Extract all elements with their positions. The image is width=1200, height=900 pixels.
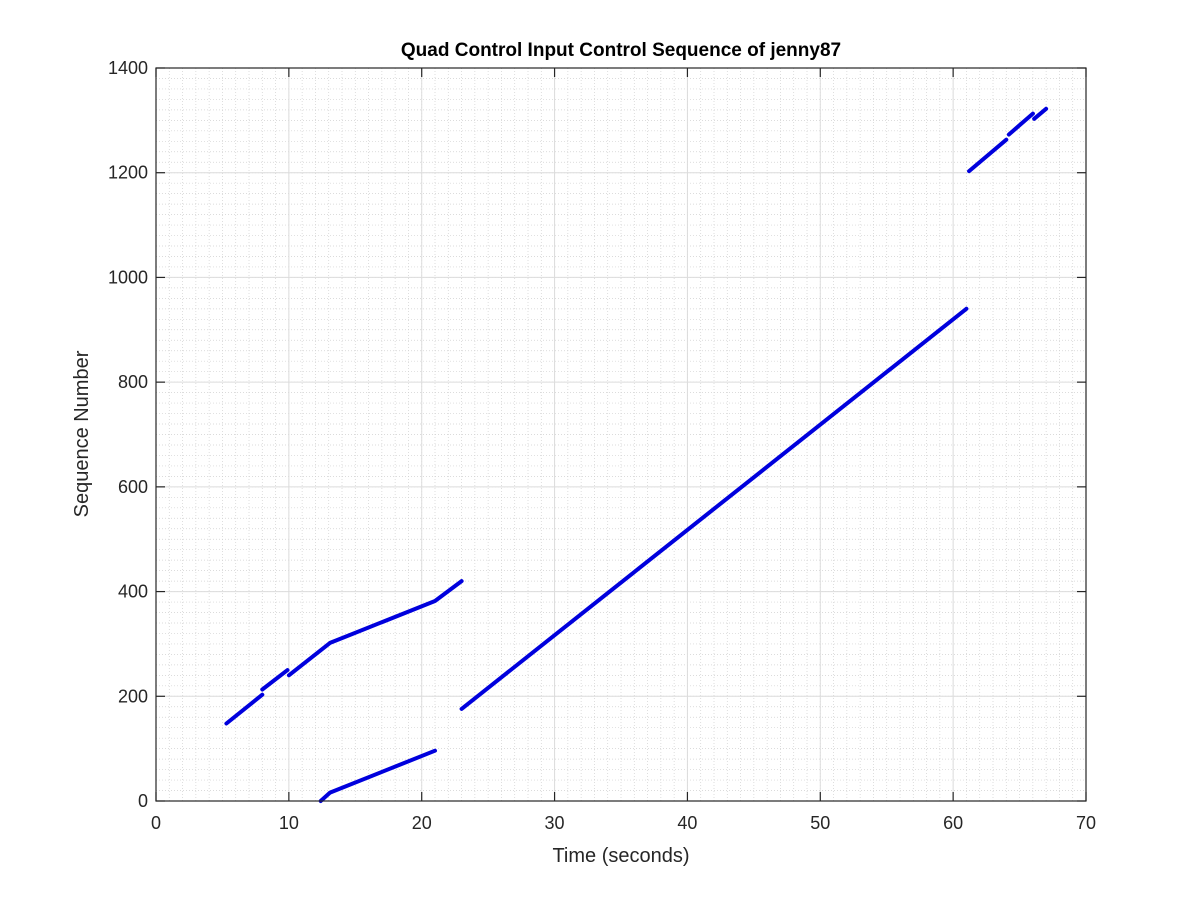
y-tick-label: 200 [118, 686, 148, 706]
y-tick-label: 1000 [108, 267, 148, 287]
x-tick-label: 30 [545, 813, 565, 833]
x-axis-label: Time (seconds) [552, 845, 689, 867]
x-tick-label: 50 [810, 813, 830, 833]
series-segment [260, 668, 290, 692]
y-axis-label: Sequence Number [71, 350, 93, 517]
axis-ticks [155, 67, 1087, 802]
series-segment [967, 137, 1009, 174]
chart-title: Quad Control Input Control Sequence of j… [401, 40, 841, 61]
y-tick-label: 400 [118, 582, 148, 602]
x-tick-label: 40 [677, 813, 697, 833]
y-tick-label: 600 [118, 477, 148, 497]
x-tick-label: 70 [1076, 813, 1096, 833]
y-tick-label: 800 [118, 372, 148, 392]
series-segment [459, 306, 969, 711]
x-tick-label: 0 [151, 813, 161, 833]
series-segment [224, 692, 265, 726]
series-segment [1032, 106, 1049, 121]
series-segment [318, 748, 437, 803]
y-tick-label: 1200 [108, 163, 148, 183]
plot-frame [155, 67, 1087, 802]
x-tick-label: 60 [943, 813, 963, 833]
tick-labels: 0 10 20 30 40 50 60 70 0 200 400 600 800 1000 1200 1400 [108, 58, 1096, 833]
x-tick-label: 10 [279, 813, 299, 833]
x-tick-label: 20 [412, 813, 432, 833]
series-line [224, 106, 1049, 803]
y-tick-label: 0 [138, 791, 148, 811]
y-tick-label: 1400 [108, 58, 148, 78]
series-segment [286, 579, 464, 678]
series-segment [1006, 111, 1035, 137]
